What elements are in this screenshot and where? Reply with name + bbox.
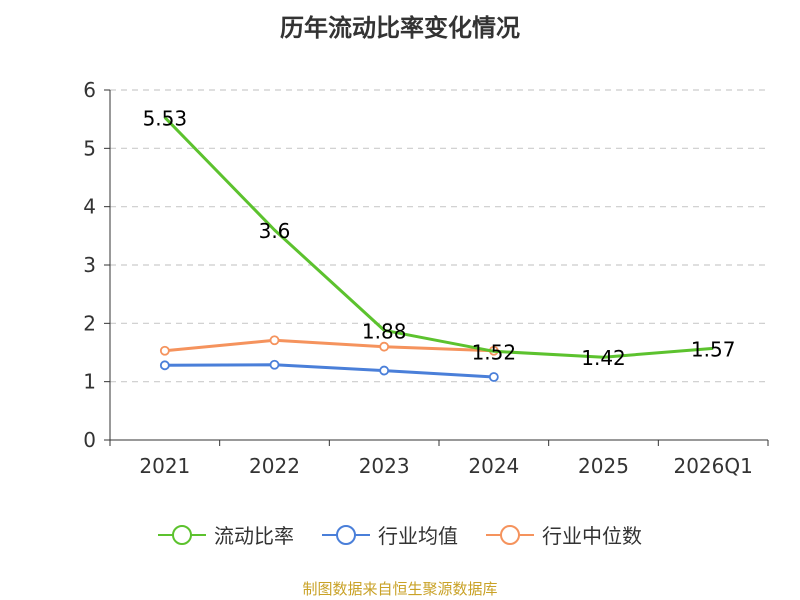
data-source-note: 制图数据来自恒生聚源数据库 [302, 580, 498, 598]
data-point[interactable] [379, 341, 390, 352]
x-tick-label: 2025 [578, 454, 629, 478]
y-tick-label: 2 [83, 311, 96, 335]
x-tick-label: 2023 [359, 454, 410, 478]
legend-swatch-industry-mean [322, 524, 370, 545]
data-label: 1.52 [472, 340, 517, 364]
chart-title: 历年流动比率变化情况 [280, 14, 520, 42]
legend-swatch-current-ratio [158, 524, 206, 545]
data-point[interactable] [159, 345, 170, 356]
data-point[interactable] [269, 335, 280, 346]
legend-item-industry-mean[interactable]: 行业均值 [322, 520, 458, 549]
data-label: 1.88 [362, 319, 407, 343]
legend-swatch-industry-median [486, 524, 534, 545]
y-tick-label: 4 [83, 195, 96, 219]
x-tick-label: 2022 [249, 454, 300, 478]
data-label: 1.57 [691, 337, 736, 361]
x-tick-label: 2024 [468, 454, 519, 478]
series-line [164, 338, 494, 353]
x-tick-label: 2021 [139, 454, 190, 478]
legend-label: 行业中位数 [542, 524, 642, 548]
legend-label: 流动比率 [214, 524, 294, 548]
data-label: 5.53 [143, 106, 188, 130]
legend-item-current-ratio[interactable]: 流动比率 [158, 520, 294, 549]
data-point[interactable] [379, 365, 390, 376]
y-tick-label: 6 [83, 78, 96, 102]
data-label: 1.42 [581, 346, 626, 370]
chart-legend: 流动比率 行业均值 行业中位数 [0, 520, 800, 549]
y-tick-label: 0 [83, 428, 96, 452]
legend-label: 行业均值 [378, 524, 458, 548]
y-tick-label: 5 [83, 136, 96, 160]
data-point[interactable] [159, 360, 170, 371]
series-line [164, 363, 494, 379]
data-point[interactable] [488, 372, 499, 382]
y-tick-label: 1 [83, 370, 96, 394]
data-point[interactable] [269, 359, 280, 370]
y-tick-label: 3 [83, 253, 96, 277]
legend-item-industry-median[interactable]: 行业中位数 [486, 520, 642, 549]
series-line [163, 116, 714, 359]
x-tick-label: 2026Q1 [673, 454, 752, 478]
data-label: 3.6 [259, 219, 291, 243]
